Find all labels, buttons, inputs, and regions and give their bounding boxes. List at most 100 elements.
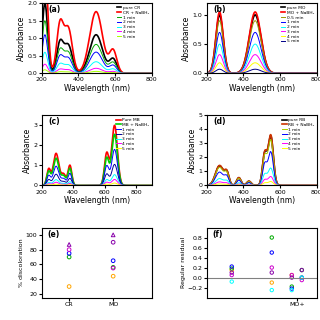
Point [67, 284, 72, 289]
Point [269, 235, 274, 240]
5 min [269, 180, 273, 183]
Line: CR + NaBH₄: CR + NaBH₄ [42, 0, 152, 73]
pure CR [59, 37, 63, 41]
5 min [233, 183, 237, 187]
0.5 min [205, 71, 209, 75]
Pure MB [125, 184, 129, 188]
2 min [288, 71, 292, 75]
2 min [40, 52, 44, 56]
RB + NaBH₄ [224, 167, 228, 171]
Text: (a): (a) [48, 5, 60, 14]
pure RB [255, 183, 259, 187]
Point [269, 270, 274, 275]
2 min [278, 183, 282, 187]
CR + NaBH₄ [123, 71, 127, 75]
4 min [123, 71, 127, 75]
pure MO [315, 71, 319, 75]
MB + NaBH₄ [113, 132, 116, 136]
Point [111, 274, 116, 279]
1 min [150, 71, 154, 75]
3 min [90, 62, 93, 66]
3 min [233, 183, 237, 187]
pure RB [224, 168, 228, 172]
4 min [288, 184, 292, 188]
5 min [125, 184, 129, 188]
1 min [139, 184, 143, 188]
4 min [278, 71, 282, 75]
3 min [255, 53, 259, 57]
Text: (f): (f) [212, 230, 223, 239]
pure CR [123, 71, 127, 75]
5 min [205, 71, 209, 75]
5 min [218, 67, 221, 71]
Point [299, 268, 304, 273]
5 min [75, 184, 78, 188]
4 min [205, 71, 209, 75]
1 min [113, 148, 116, 151]
5 min [205, 183, 209, 187]
pure MO [288, 71, 292, 75]
3 min [125, 184, 129, 188]
Point [269, 265, 274, 270]
5 min [43, 68, 47, 72]
2 min [113, 65, 117, 68]
3 min [67, 180, 70, 184]
Point [289, 284, 294, 289]
3 min [59, 61, 63, 65]
MB + NaBH₄ [139, 184, 143, 188]
Line: 4 min: 4 min [207, 177, 317, 186]
2 min [90, 55, 93, 59]
pure RB [278, 183, 282, 187]
pure RB [233, 182, 237, 186]
pure CR [90, 41, 93, 45]
Text: (c): (c) [48, 117, 60, 126]
3 min [75, 183, 78, 187]
Line: pure MO: pure MO [207, 15, 317, 73]
Line: 3 min: 3 min [42, 52, 152, 73]
3 min [68, 64, 72, 68]
3 min [40, 184, 44, 188]
4 min [75, 184, 78, 188]
4 min [255, 61, 259, 65]
1 min [255, 183, 259, 187]
pure MO [218, 13, 221, 17]
4 min [40, 184, 44, 188]
CR + NaBH₄ [150, 71, 154, 75]
RB + NaBH₄ [270, 137, 274, 141]
1 min [255, 32, 259, 36]
3 min [269, 166, 273, 170]
1 min [68, 52, 72, 56]
MO + NaBH₄ [255, 12, 259, 16]
1 min [67, 173, 70, 177]
pure CR [105, 59, 108, 62]
1 min [113, 62, 117, 66]
MO + NaBH₄ [218, 10, 221, 14]
1 min [90, 49, 93, 52]
4 min [71, 183, 75, 187]
pure CR [43, 1, 47, 5]
3 min [270, 71, 274, 75]
0.5 min [278, 71, 282, 75]
Point [67, 242, 72, 247]
2 min [43, 33, 47, 37]
3 min [71, 182, 75, 186]
Point [111, 240, 116, 245]
Y-axis label: % discoloration: % discoloration [20, 238, 24, 287]
1 min [59, 46, 63, 50]
Line: 5 min: 5 min [207, 69, 317, 73]
2 min [255, 183, 259, 187]
5 min [224, 71, 228, 75]
pure CR [150, 71, 154, 75]
5 min [68, 70, 72, 74]
MB + NaBH₄ [71, 178, 75, 181]
X-axis label: Wavelength (nm): Wavelength (nm) [229, 196, 295, 205]
2 min [288, 184, 292, 188]
1 min [105, 62, 108, 66]
5 min [59, 70, 63, 74]
RB + NaBH₄ [233, 182, 237, 186]
5 min [67, 183, 70, 187]
pure MO [278, 71, 282, 75]
Line: 4 min: 4 min [207, 63, 317, 73]
Line: 3 min: 3 min [207, 168, 317, 186]
0.5 min [233, 71, 237, 75]
